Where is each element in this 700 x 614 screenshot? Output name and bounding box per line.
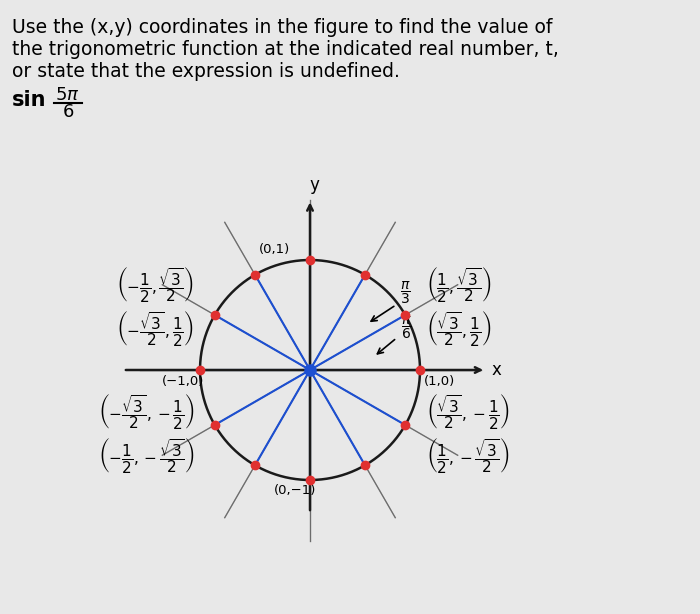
Text: $6$: $6$	[62, 103, 74, 121]
Text: (1,0): (1,0)	[424, 376, 455, 389]
Text: $\left(-\dfrac{\sqrt{3}}{2},\dfrac{1}{2}\right)$: $\left(-\dfrac{\sqrt{3}}{2},\dfrac{1}{2}…	[116, 309, 195, 348]
Text: $\dfrac{\pi}{6}$: $\dfrac{\pi}{6}$	[401, 314, 412, 341]
Text: $\left(-\dfrac{1}{2},-\dfrac{\sqrt{3}}{2}\right)$: $\left(-\dfrac{1}{2},-\dfrac{\sqrt{3}}{2…	[98, 437, 195, 475]
Text: $\left(\dfrac{\sqrt{3}}{2},\dfrac{1}{2}\right)$: $\left(\dfrac{\sqrt{3}}{2},\dfrac{1}{2}\…	[426, 309, 491, 348]
Text: $\left(\dfrac{\sqrt{3}}{2},-\dfrac{1}{2}\right)$: $\left(\dfrac{\sqrt{3}}{2},-\dfrac{1}{2}…	[426, 392, 510, 431]
Text: $\left(-\dfrac{1}{2},\dfrac{\sqrt{3}}{2}\right)$: $\left(-\dfrac{1}{2},\dfrac{\sqrt{3}}{2}…	[116, 265, 195, 304]
Text: $\left(-\dfrac{\sqrt{3}}{2},-\dfrac{1}{2}\right)$: $\left(-\dfrac{\sqrt{3}}{2},-\dfrac{1}{2…	[98, 392, 195, 431]
Text: $\dfrac{\pi}{3}$: $\dfrac{\pi}{3}$	[400, 279, 411, 306]
Text: (0,1): (0,1)	[260, 243, 290, 256]
Text: the trigonometric function at the indicated real number, t,: the trigonometric function at the indica…	[12, 40, 559, 59]
Text: sin: sin	[12, 90, 46, 110]
Text: $\left(\dfrac{1}{2},\dfrac{\sqrt{3}}{2}\right)$: $\left(\dfrac{1}{2},\dfrac{\sqrt{3}}{2}\…	[426, 265, 491, 304]
Text: (0,−1): (0,−1)	[274, 484, 316, 497]
Text: $\left(\dfrac{1}{2},-\dfrac{\sqrt{3}}{2}\right)$: $\left(\dfrac{1}{2},-\dfrac{\sqrt{3}}{2}…	[426, 437, 510, 475]
Text: y: y	[309, 176, 319, 194]
Text: x: x	[491, 361, 501, 379]
Text: Use the (x,y) coordinates in the figure to find the value of: Use the (x,y) coordinates in the figure …	[12, 18, 552, 37]
Text: (−1,0): (−1,0)	[162, 376, 204, 389]
Text: or state that the expression is undefined.: or state that the expression is undefine…	[12, 62, 400, 81]
Text: $5\pi$: $5\pi$	[55, 86, 80, 104]
